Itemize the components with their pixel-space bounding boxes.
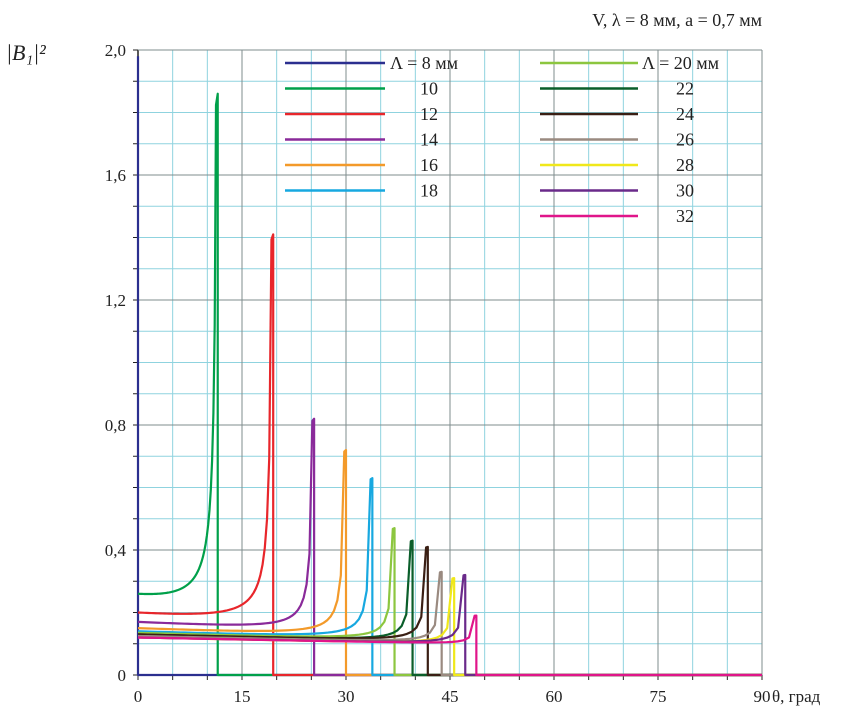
y-tick-label: 1,6 (105, 166, 126, 185)
x-tick-label: 45 (442, 687, 459, 706)
x-tick-label: 30 (338, 687, 355, 706)
legend-label-1: 10 (420, 79, 438, 99)
x-tick-label: 75 (650, 687, 667, 706)
series-line-6 (137, 527, 762, 677)
series-line-1 (137, 92, 762, 677)
y-tick-label: 0,4 (105, 541, 127, 560)
y-axis-label: |B₁|² (6, 40, 46, 65)
grid (137, 49, 763, 676)
y-tick-label: 2,0 (105, 41, 126, 60)
legend-label-10: 28 (676, 155, 694, 175)
x-tick-label: 0 (134, 687, 143, 706)
legend: Λ = 8 мм 10 12 14 16 18 Λ = 20 мм 22 24 26 28 30 32 (285, 53, 719, 226)
series-line-12 (137, 614, 762, 677)
x-axis-label: θ, град (772, 687, 821, 706)
series-group (136, 56, 762, 677)
series-line-3 (137, 417, 762, 677)
series-line-9 (137, 570, 762, 677)
y-tick-label: 0,8 (105, 416, 126, 435)
legend-label-6: Λ = 20 мм (642, 53, 719, 73)
labels: 0 15 30 45 60 75 90 0 0,4 0,8 1,2 1,6 2,0 θ, град |B₁|… (6, 10, 821, 706)
axes (133, 49, 763, 680)
x-tick-label: 15 (234, 687, 251, 706)
legend-label-5: 18 (420, 181, 438, 201)
chart-title: V, λ = 8 мм, a = 0,7 мм (592, 10, 762, 30)
x-tick-label: 90 (754, 687, 771, 706)
series-line-5 (137, 477, 762, 677)
legend-label-2: 12 (420, 104, 438, 124)
legend-label-8: 24 (676, 104, 694, 124)
series-line-8 (137, 545, 762, 677)
y-tick-label: 1,2 (105, 291, 126, 310)
legend-label-7: 22 (676, 79, 694, 99)
legend-label-0: Λ = 8 мм (390, 53, 458, 73)
y-tick-label: 0 (118, 666, 127, 685)
legend-label-12: 32 (676, 206, 694, 226)
series-line-2 (137, 233, 762, 677)
legend-label-11: 30 (676, 181, 694, 201)
series-line-4 (137, 448, 762, 677)
legend-label-3: 14 (420, 130, 438, 150)
legend-label-9: 26 (676, 130, 694, 150)
x-tick-label: 60 (546, 687, 563, 706)
legend-label-4: 16 (420, 155, 438, 175)
